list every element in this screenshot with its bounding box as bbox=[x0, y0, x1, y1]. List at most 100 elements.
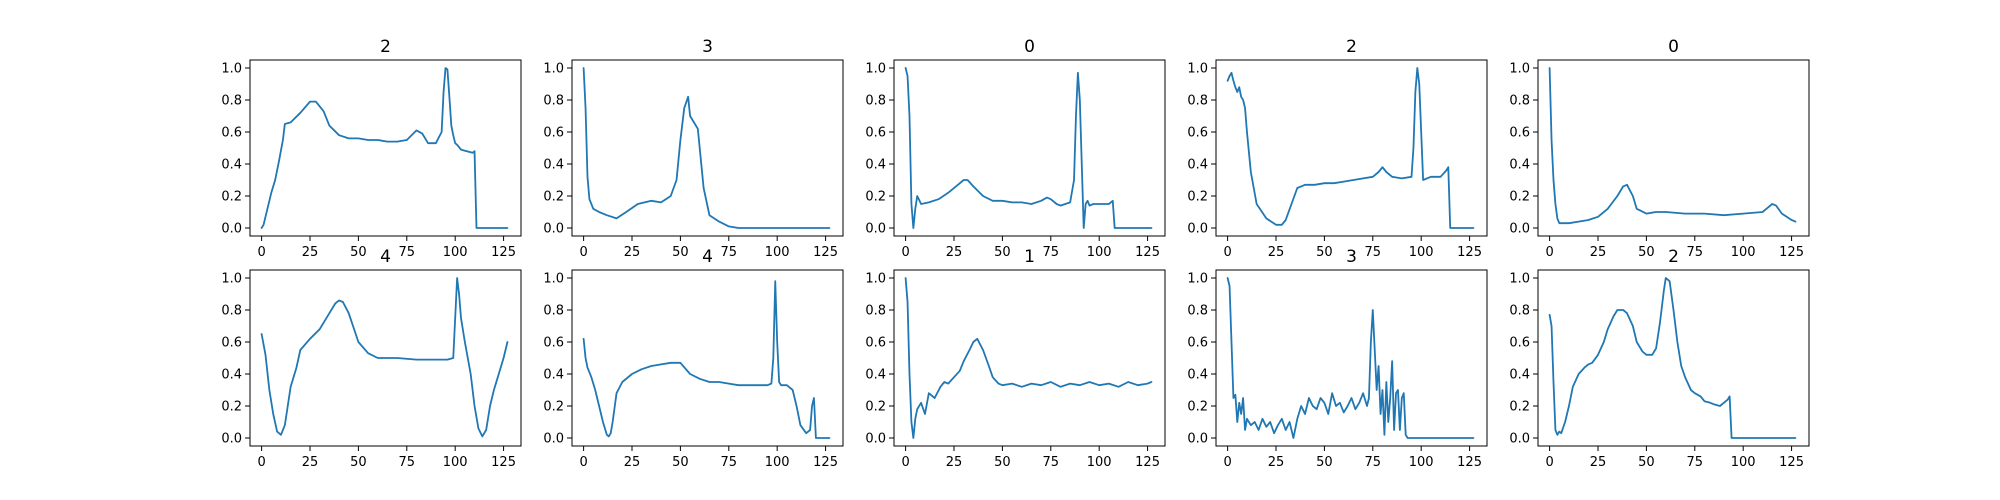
x-tick-label: 100 bbox=[1731, 455, 1756, 470]
x-tick-label: 100 bbox=[443, 245, 468, 260]
y-tick-label: 0.2 bbox=[865, 400, 886, 415]
x-tick-label: 50 bbox=[1316, 455, 1333, 470]
subplot-title: 0 bbox=[1024, 37, 1035, 57]
x-tick-label: 25 bbox=[624, 245, 641, 260]
x-tick-label: 125 bbox=[813, 245, 838, 260]
x-tick-label: 100 bbox=[1731, 245, 1756, 260]
x-tick-label: 50 bbox=[994, 245, 1011, 260]
series-line bbox=[260, 67, 509, 229]
x-tick-label: 125 bbox=[491, 455, 516, 470]
series-line bbox=[904, 277, 1153, 439]
x-tick-label: 0 bbox=[1223, 455, 1231, 470]
x-tick-label: 0 bbox=[579, 245, 587, 260]
axes-frame bbox=[1537, 269, 1810, 447]
y-tick-label: 0.2 bbox=[1187, 400, 1208, 415]
axes-frame bbox=[1537, 59, 1810, 237]
y-tick-label: 0.4 bbox=[221, 158, 242, 173]
x-tick-label: 50 bbox=[672, 245, 689, 260]
x-tick-label: 25 bbox=[302, 455, 319, 470]
series-line bbox=[582, 280, 831, 439]
series-line bbox=[1548, 277, 1797, 439]
subplot-title: 4 bbox=[380, 247, 391, 267]
subplot-title: 2 bbox=[1668, 247, 1679, 267]
x-tick-label: 100 bbox=[1087, 455, 1112, 470]
x-tick-label: 25 bbox=[1268, 455, 1285, 470]
x-tick-label: 125 bbox=[1779, 455, 1804, 470]
y-tick-label: 0.0 bbox=[865, 432, 886, 447]
y-tick-label: 1.0 bbox=[865, 62, 886, 77]
subplot-title: 0 bbox=[1668, 37, 1679, 57]
series-line bbox=[260, 277, 509, 438]
x-tick-label: 75 bbox=[1687, 245, 1704, 260]
y-tick-label: 1.0 bbox=[1509, 272, 1530, 287]
y-tick-label: 0.4 bbox=[865, 158, 886, 173]
x-tick-label: 0 bbox=[901, 245, 909, 260]
x-tick-label: 50 bbox=[350, 455, 367, 470]
y-tick-label: 0.0 bbox=[221, 432, 242, 447]
y-tick-label: 0.0 bbox=[543, 222, 564, 237]
x-tick-label: 100 bbox=[765, 455, 790, 470]
x-tick-label: 25 bbox=[1590, 245, 1607, 260]
x-tick-label: 100 bbox=[1409, 455, 1434, 470]
subplot-7: 4 0.0 0.2 0.4 0.6 0.8 1.0 0 25 50 75 100 125 bbox=[543, 247, 844, 470]
x-tick-label: 75 bbox=[1687, 455, 1704, 470]
y-tick-label: 0.8 bbox=[221, 94, 242, 109]
y-tick-label: 0.4 bbox=[865, 368, 886, 383]
x-tick-label: 50 bbox=[1638, 455, 1655, 470]
axes-frame bbox=[1215, 269, 1488, 447]
y-tick-label: 0.4 bbox=[1509, 158, 1530, 173]
y-tick-label: 1.0 bbox=[543, 62, 564, 77]
y-tick-label: 0.4 bbox=[543, 368, 564, 383]
x-tick-label: 25 bbox=[1268, 245, 1285, 260]
x-tick-label: 125 bbox=[1457, 245, 1482, 260]
axes-frame bbox=[893, 59, 1166, 237]
y-tick-label: 0.8 bbox=[1509, 94, 1530, 109]
x-tick-label: 25 bbox=[946, 455, 963, 470]
x-tick-label: 125 bbox=[1135, 455, 1160, 470]
x-tick-label: 125 bbox=[1135, 245, 1160, 260]
subplot-title: 2 bbox=[1346, 37, 1357, 57]
y-tick-label: 0.0 bbox=[1509, 432, 1530, 447]
subplot-9: 3 0.0 0.2 0.4 0.6 0.8 1.0 0 25 50 75 100 125 bbox=[1187, 247, 1488, 470]
y-tick-label: 0.4 bbox=[543, 158, 564, 173]
x-tick-label: 50 bbox=[1638, 245, 1655, 260]
axes-frame bbox=[249, 269, 522, 447]
subplot-title: 4 bbox=[702, 247, 713, 267]
y-tick-label: 0.8 bbox=[1187, 304, 1208, 319]
y-tick-label: 0.4 bbox=[1187, 158, 1208, 173]
subplot-1: 2 0.0 0.2 0.4 0.6 0.8 1.0 0 25 50 75 100 125 bbox=[221, 37, 522, 260]
y-tick-label: 1.0 bbox=[865, 272, 886, 287]
x-tick-label: 75 bbox=[399, 455, 416, 470]
y-tick-label: 0.6 bbox=[221, 336, 242, 351]
y-tick-label: 0.6 bbox=[543, 336, 564, 351]
y-tick-label: 0.2 bbox=[543, 190, 564, 205]
subplot-2: 3 0.0 0.2 0.4 0.6 0.8 1.0 0 25 50 75 100 125 bbox=[543, 37, 844, 260]
y-tick-label: 0.4 bbox=[1509, 368, 1530, 383]
x-tick-label: 125 bbox=[1779, 245, 1804, 260]
x-tick-label: 0 bbox=[257, 245, 265, 260]
y-tick-label: 0.6 bbox=[543, 126, 564, 141]
y-tick-label: 0.6 bbox=[865, 126, 886, 141]
x-tick-label: 50 bbox=[1316, 245, 1333, 260]
subplot-4: 2 0.0 0.2 0.4 0.6 0.8 1.0 0 25 50 75 100 125 bbox=[1187, 37, 1488, 260]
x-tick-label: 125 bbox=[491, 245, 516, 260]
subplot-title: 2 bbox=[380, 37, 391, 57]
series-line bbox=[582, 67, 831, 229]
x-tick-label: 50 bbox=[672, 455, 689, 470]
y-tick-label: 0.4 bbox=[1187, 368, 1208, 383]
y-tick-label: 0.6 bbox=[1187, 336, 1208, 351]
axes-frame bbox=[249, 59, 522, 237]
x-tick-label: 0 bbox=[1545, 245, 1553, 260]
subplot-8: 1 0.0 0.2 0.4 0.6 0.8 1.0 0 25 50 75 100 125 bbox=[865, 247, 1166, 470]
series-line bbox=[904, 67, 1153, 229]
x-tick-label: 125 bbox=[1457, 455, 1482, 470]
axes-frame bbox=[893, 269, 1166, 447]
x-tick-label: 0 bbox=[257, 455, 265, 470]
y-tick-label: 0.8 bbox=[865, 94, 886, 109]
y-tick-label: 0.0 bbox=[543, 432, 564, 447]
y-tick-label: 0.8 bbox=[543, 94, 564, 109]
x-tick-label: 100 bbox=[443, 455, 468, 470]
y-tick-label: 0.0 bbox=[1509, 222, 1530, 237]
x-tick-label: 25 bbox=[946, 245, 963, 260]
x-tick-label: 75 bbox=[1365, 455, 1382, 470]
